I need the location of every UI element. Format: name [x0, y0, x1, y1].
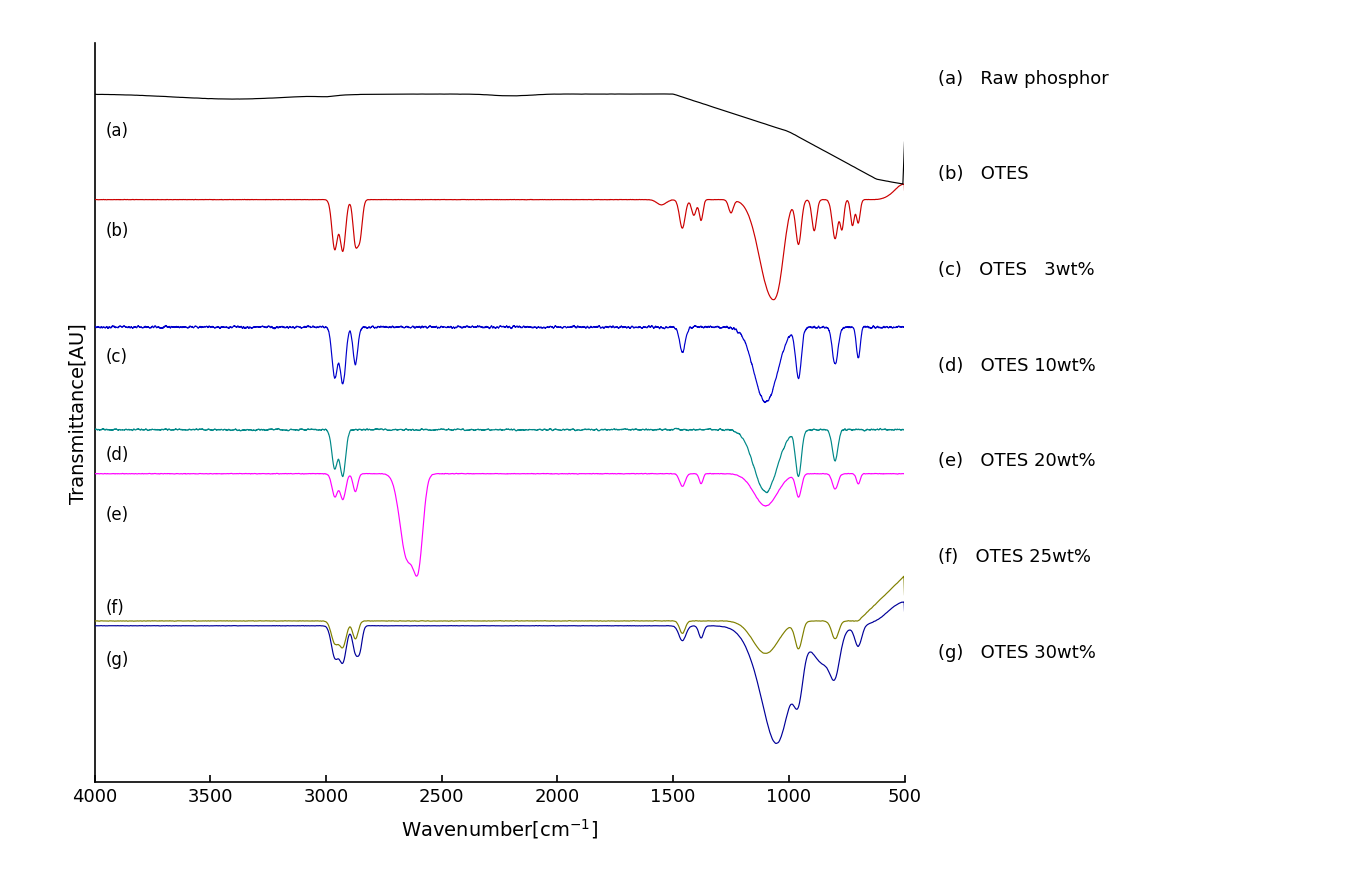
- Y-axis label: Transmittance[AU]: Transmittance[AU]: [69, 322, 88, 503]
- Text: (d): (d): [107, 446, 130, 463]
- Text: (e): (e): [107, 506, 130, 524]
- Text: (a): (a): [107, 122, 130, 140]
- Text: (b): (b): [107, 222, 130, 240]
- Text: (f)   OTES 25wt%: (f) OTES 25wt%: [938, 547, 1091, 566]
- Text: (g): (g): [107, 650, 130, 667]
- Text: (a)   Raw phosphor: (a) Raw phosphor: [938, 70, 1108, 88]
- Text: (c)   OTES   3wt%: (c) OTES 3wt%: [938, 261, 1095, 279]
- Text: (e)   OTES 20wt%: (e) OTES 20wt%: [938, 452, 1096, 470]
- Text: (d)   OTES 10wt%: (d) OTES 10wt%: [938, 356, 1096, 375]
- Text: (c): (c): [107, 348, 128, 366]
- Text: (f): (f): [107, 599, 124, 616]
- Text: (g)   OTES 30wt%: (g) OTES 30wt%: [938, 643, 1096, 661]
- X-axis label: Wavenumber[cm$^{-1}$]: Wavenumber[cm$^{-1}$]: [401, 816, 598, 840]
- Text: (b)   OTES: (b) OTES: [938, 165, 1029, 183]
